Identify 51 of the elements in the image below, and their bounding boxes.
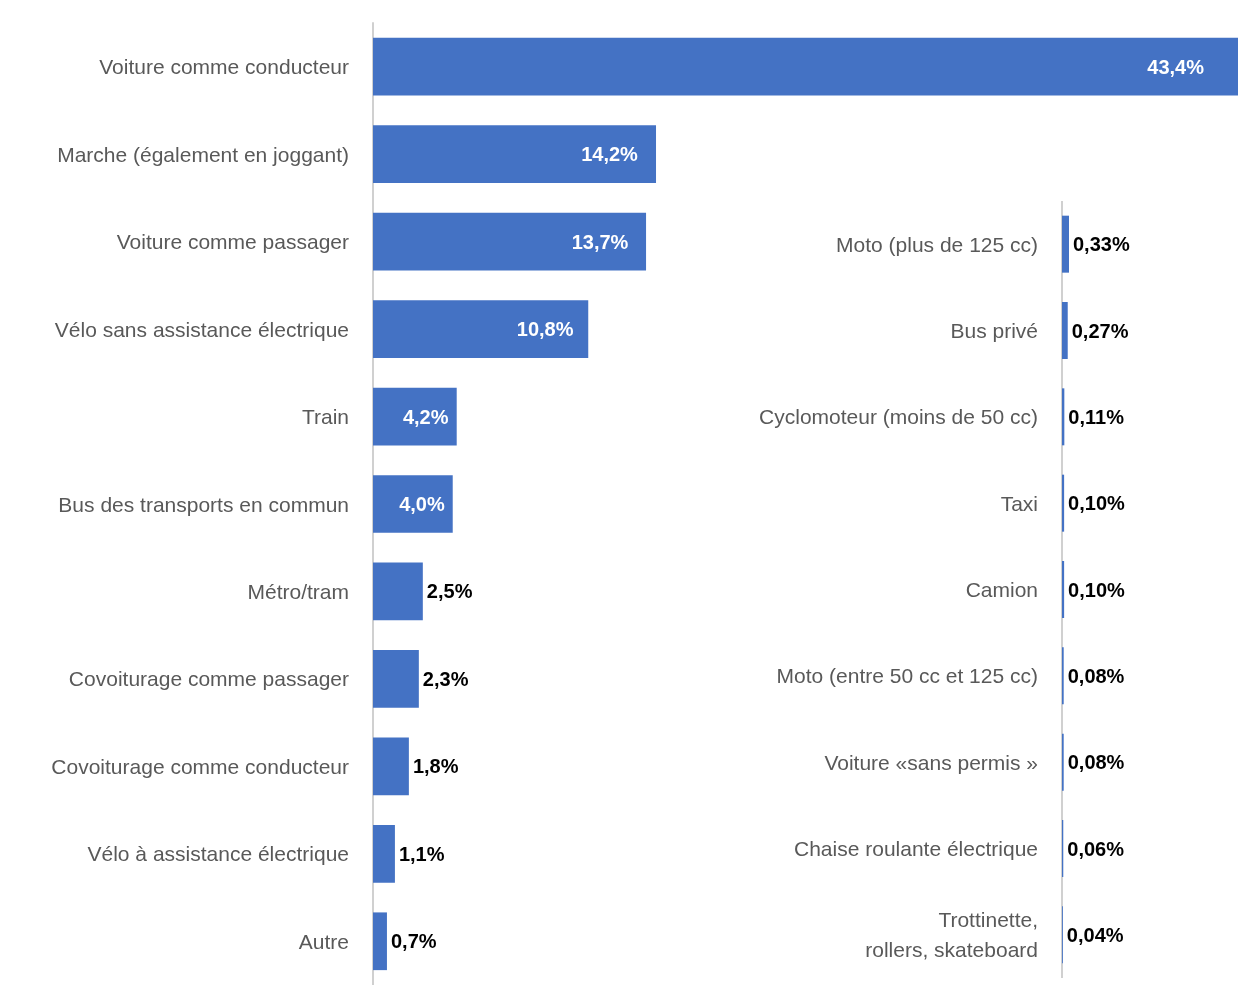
- y-tick-label: Bus privé: [950, 319, 1038, 342]
- bar: [373, 562, 423, 621]
- data-label: 0,27%: [1071, 319, 1129, 342]
- bar: [373, 212, 647, 271]
- y-tick-label: Covoiturage comme conducteur: [51, 754, 349, 778]
- y-tick-label: Camion: [965, 578, 1038, 601]
- data-label: 1,8%: [412, 755, 459, 778]
- data-label: 0,06%: [1067, 837, 1125, 860]
- data-label: 13,7%: [571, 230, 629, 253]
- y-tick-label: Voiture comme conducteur: [99, 55, 350, 79]
- y-tick-label: Moto (entre 50 cc et 125 cc): [776, 664, 1038, 688]
- data-label: 0,7%: [390, 930, 437, 953]
- data-label: 43,4%: [1147, 55, 1205, 78]
- y-tick-label: Train: [301, 405, 349, 429]
- bar: [373, 824, 395, 883]
- data-label: 0,04%: [1066, 923, 1124, 946]
- data-label: 0,08%: [1067, 751, 1125, 774]
- bar: [373, 387, 457, 446]
- y-tick-label: Vélo à assistance électrique: [87, 842, 349, 866]
- data-label: 0,08%: [1067, 664, 1125, 687]
- y-tick-label: Trottinette, rollers, skateboard: [865, 908, 1038, 962]
- data-label: 2,3%: [422, 667, 469, 690]
- y-tick-label: Chaise roulante électrique: [794, 837, 1038, 860]
- data-label: 0,33%: [1073, 233, 1130, 256]
- bar: [373, 912, 387, 971]
- y-tick-label: Covoiturage comme passager: [68, 667, 349, 691]
- bar: [373, 650, 419, 708]
- data-label: 10,8%: [516, 318, 574, 341]
- data-label: 0,11%: [1068, 405, 1125, 428]
- y-tick-label: Vélo sans assistance électrique: [54, 317, 349, 341]
- y-tick-label: Voiture «sans permis »: [824, 750, 1038, 774]
- data-label: 2,5%: [426, 580, 473, 603]
- y-tick-label: Taxi: [1000, 491, 1038, 515]
- data-label: 1,1%: [398, 842, 445, 865]
- y-tick-label: Marche (également en joggant): [57, 142, 349, 166]
- y-tick-label: Cyclomoteur (moins de 50 cc): [759, 405, 1038, 429]
- bar: [373, 475, 453, 533]
- bar: [373, 125, 657, 184]
- y-tick-label: Bus des transports en commun: [58, 492, 349, 516]
- bar: [373, 737, 409, 796]
- bar: [373, 300, 589, 358]
- y-tick-label: Métro/tram: [247, 579, 349, 603]
- y-tick-label: Autre: [298, 929, 349, 953]
- bar: [373, 37, 1238, 96]
- y-tick-label: Voiture comme passager: [116, 230, 349, 254]
- y-tick-label: Moto (plus de 125 cc): [836, 232, 1038, 256]
- data-label: 4,2%: [402, 405, 449, 428]
- data-label: 14,2%: [581, 143, 639, 166]
- data-label: 0,10%: [1068, 578, 1126, 601]
- data-label: 0,10%: [1068, 492, 1126, 515]
- data-label: 4,0%: [399, 493, 445, 515]
